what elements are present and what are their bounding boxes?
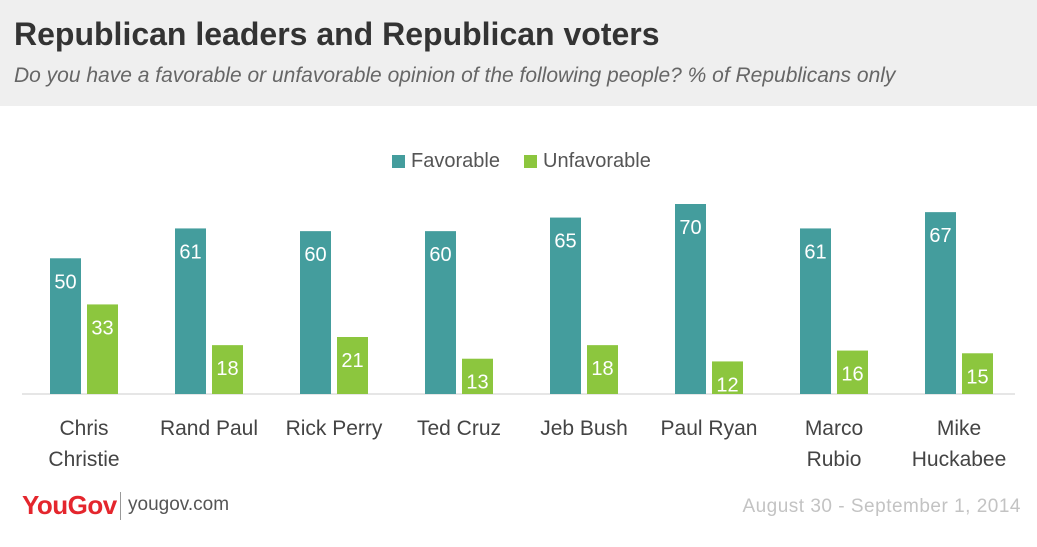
data-label-favorable-3: 60 — [304, 244, 326, 266]
data-label-favorable-2: 61 — [179, 241, 201, 263]
category-label-1: Chris Christie — [48, 417, 119, 471]
bar-favorable-6 — [675, 204, 706, 394]
header: Republican leaders and Republican voters… — [0, 0, 1037, 106]
bar-unfavorable-2 — [212, 345, 243, 394]
bar-favorable-2 — [175, 228, 206, 394]
bar-favorable-5 — [550, 217, 581, 394]
data-label-favorable-6: 70 — [679, 217, 701, 239]
legend-label-1: Favorable — [411, 150, 500, 172]
bar-unfavorable-5 — [587, 345, 618, 394]
data-label-unfavorable-7: 16 — [841, 364, 863, 386]
legend-label-2: Unfavorable — [543, 150, 651, 172]
chart-title: Republican leaders and Republican voters — [14, 16, 660, 52]
category-label-7: Marco Rubio — [805, 417, 863, 471]
yougov-logo: YouGov — [22, 490, 117, 520]
bar-favorable-3 — [300, 231, 331, 394]
footer-divider — [120, 492, 121, 520]
bar-unfavorable-7 — [837, 350, 868, 394]
data-label-favorable-4: 60 — [429, 244, 451, 266]
bar-unfavorable-3 — [337, 337, 368, 394]
chart-subtitle: Do you have a favorable or unfavorable o… — [14, 64, 896, 87]
data-label-unfavorable-4: 13 — [466, 372, 488, 394]
bar-favorable-8 — [925, 212, 956, 394]
category-label-5: Jeb Bush — [540, 417, 628, 440]
data-label-unfavorable-2: 18 — [216, 358, 238, 380]
bar-favorable-1 — [50, 258, 81, 394]
footer-url[interactable]: yougov.com — [128, 494, 230, 515]
survey-date: August 30 - September 1, 2014 — [742, 496, 1021, 517]
category-label-3: Rick Perry — [286, 417, 383, 440]
bar-unfavorable-4 — [462, 358, 493, 394]
bar-chart: Favorable Unfavorable 50 33 Chris Christie 61 1… — [22, 150, 1015, 471]
data-label-favorable-7: 61 — [804, 241, 826, 263]
data-label-unfavorable-8: 15 — [966, 366, 988, 388]
legend-swatch-1 — [392, 155, 405, 168]
data-label-unfavorable-3: 21 — [341, 350, 363, 372]
category-label-8: Mike Huckabee — [912, 417, 1007, 471]
bar-unfavorable-8 — [962, 353, 993, 394]
bar-unfavorable-1 — [87, 304, 118, 394]
bar-favorable-7 — [800, 228, 831, 394]
data-label-unfavorable-5: 18 — [591, 358, 613, 380]
data-label-unfavorable-1: 33 — [91, 317, 113, 339]
bar-favorable-4 — [425, 231, 456, 394]
legend-swatch-2 — [524, 155, 537, 168]
data-label-favorable-5: 65 — [554, 231, 576, 253]
data-label-favorable-1: 50 — [54, 271, 76, 293]
category-label-6: Paul Ryan — [661, 417, 758, 440]
bar-unfavorable-6 — [712, 361, 743, 394]
category-label-4: Ted Cruz — [417, 417, 501, 440]
category-label-2: Rand Paul — [160, 417, 258, 440]
data-label-favorable-8: 67 — [929, 225, 951, 247]
data-label-unfavorable-6: 12 — [716, 374, 738, 396]
